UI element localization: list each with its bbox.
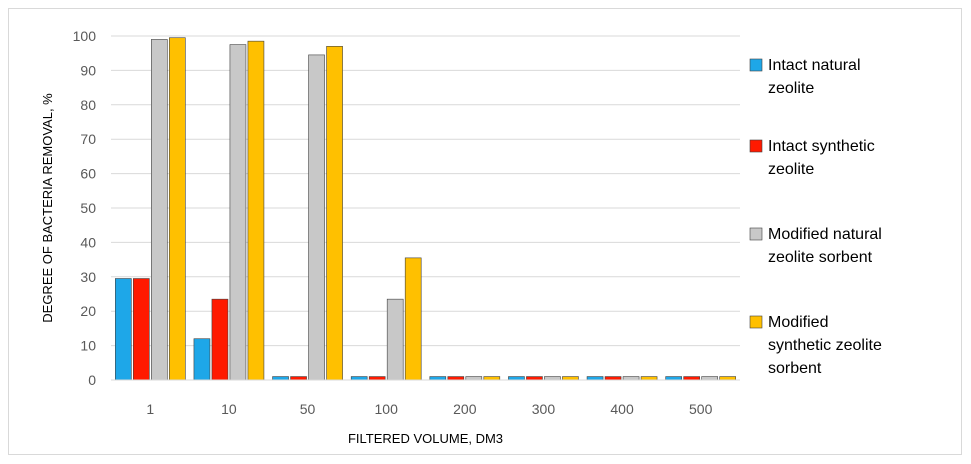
bar <box>272 376 289 381</box>
y-tick-label: 30 <box>80 269 96 285</box>
legend-label: Modified natural <box>768 226 882 243</box>
x-tick-label: 500 <box>689 401 713 417</box>
bar <box>701 376 718 381</box>
bar <box>386 298 404 381</box>
x-tick-label: 50 <box>300 401 316 417</box>
legend-label: sorbent <box>768 360 822 377</box>
x-tick-label: 10 <box>221 401 237 417</box>
bar <box>483 376 501 381</box>
x-tick-label: 100 <box>375 401 399 417</box>
bar <box>326 46 343 381</box>
y-tick-label: 90 <box>80 62 96 78</box>
bar <box>465 376 483 381</box>
x-tick-label: 200 <box>453 401 477 417</box>
bar <box>640 376 658 381</box>
legend-swatch <box>749 139 763 153</box>
bar <box>508 376 525 381</box>
legend-swatch <box>749 58 763 72</box>
x-tick-label: 1 <box>146 401 154 417</box>
bar <box>622 376 640 381</box>
y-tick-label: 0 <box>88 372 96 388</box>
y-tick-label: 70 <box>80 131 96 147</box>
legend-label: zeolite sorbent <box>768 249 873 266</box>
legend-swatch <box>749 227 763 241</box>
y-tick-label: 80 <box>80 97 96 113</box>
bar <box>350 376 368 381</box>
bar <box>665 376 682 381</box>
bar <box>586 376 604 381</box>
x-tick-label: 400 <box>610 401 634 417</box>
x-axis-title: FILTERED VOLUME, DM3 <box>348 431 503 446</box>
bar <box>115 278 132 381</box>
y-axis-ticks: 0 10 20 30 40 50 60 70 80 90 100 <box>73 28 97 388</box>
y-tick-label: 40 <box>80 234 96 250</box>
bar <box>719 376 736 381</box>
bar <box>229 44 247 381</box>
bar <box>404 257 422 381</box>
bar <box>683 376 700 381</box>
bar <box>247 40 265 381</box>
x-tick-label: 300 <box>532 401 556 417</box>
bar <box>447 376 465 381</box>
gridlines <box>111 35 740 347</box>
bar <box>308 54 325 381</box>
bar <box>604 376 622 381</box>
legend-label: synthetic zeolite <box>768 337 882 354</box>
y-tick-label: 20 <box>80 303 96 319</box>
bar <box>193 338 211 381</box>
bar <box>562 376 579 381</box>
legend-label: Intact natural <box>768 57 861 74</box>
bar <box>211 298 229 381</box>
bar <box>151 39 168 381</box>
y-axis-title: DEGREE OF BACTERIA REMOVAL, % <box>40 93 55 323</box>
y-tick-label: 60 <box>80 166 96 182</box>
legend-label: Modified <box>768 314 828 331</box>
legend-swatch <box>749 315 763 329</box>
legend-label: zeolite <box>768 161 814 178</box>
bars <box>115 37 736 381</box>
bar <box>290 376 307 381</box>
bar <box>368 376 386 381</box>
y-tick-label: 50 <box>80 200 96 216</box>
legend-label: Intact synthetic <box>768 138 875 155</box>
legend-label: zeolite <box>768 80 814 97</box>
y-tick-label: 100 <box>73 28 97 44</box>
legend: Intact natural zeolite Intact synthetic zeo… <box>749 57 882 377</box>
bar <box>429 376 447 381</box>
bar <box>526 376 543 381</box>
y-tick-label: 10 <box>80 338 96 354</box>
x-axis-ticks: 1 10 50 100 200 300 400 500 <box>146 401 712 417</box>
bar <box>544 376 561 381</box>
bar <box>133 278 150 381</box>
bar <box>169 37 186 381</box>
